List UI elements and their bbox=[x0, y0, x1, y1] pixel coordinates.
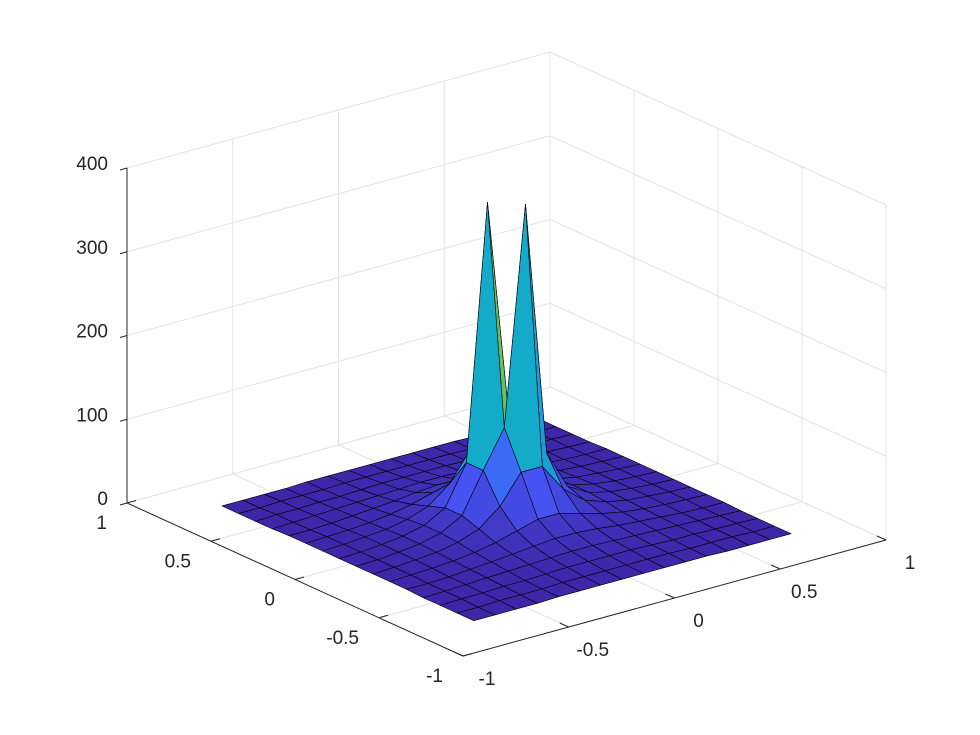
y-tick bbox=[210, 538, 221, 542]
z-tick-label: 400 bbox=[76, 154, 108, 175]
z-tick bbox=[119, 251, 128, 255]
z-tick-label: 200 bbox=[76, 322, 108, 343]
x-tick bbox=[876, 535, 887, 541]
y-tick-label: 0 bbox=[264, 590, 275, 611]
y-tick-label: -0.5 bbox=[326, 628, 359, 649]
grid-line bbox=[549, 302, 887, 457]
surface-face bbox=[456, 606, 496, 622]
y-tick bbox=[126, 500, 137, 504]
grid-line bbox=[126, 51, 551, 169]
x-tick bbox=[453, 651, 464, 657]
y-tick-label: 1 bbox=[96, 513, 107, 534]
grid-line bbox=[549, 135, 887, 290]
y-tick bbox=[294, 576, 305, 580]
grid-line bbox=[126, 219, 551, 336]
z-tick-label: 100 bbox=[76, 405, 108, 426]
y-tick-label: -1 bbox=[426, 666, 443, 687]
x-tick-label: 0 bbox=[693, 611, 704, 632]
grid-line bbox=[549, 386, 887, 541]
x-tick bbox=[771, 564, 781, 570]
y-tick bbox=[378, 614, 389, 619]
x-tick bbox=[559, 622, 569, 628]
y-tick bbox=[462, 653, 473, 657]
x-tick-label: 1 bbox=[905, 553, 916, 574]
grid-line bbox=[549, 51, 887, 206]
z-tick bbox=[119, 167, 128, 171]
x-tick-label: 0.5 bbox=[791, 582, 817, 603]
z-tick-label: 0 bbox=[97, 489, 108, 510]
x-tick-label: -0.5 bbox=[576, 640, 609, 661]
z-tick bbox=[119, 335, 128, 338]
y-tick-label: 0.5 bbox=[165, 551, 191, 572]
x-tick bbox=[665, 593, 675, 599]
z-tick bbox=[119, 502, 128, 506]
z-tick bbox=[119, 418, 128, 422]
x-tick-label: -1 bbox=[479, 669, 496, 690]
grid-line bbox=[126, 135, 551, 253]
z-tick-label: 300 bbox=[76, 238, 108, 259]
grid-line bbox=[549, 219, 887, 373]
